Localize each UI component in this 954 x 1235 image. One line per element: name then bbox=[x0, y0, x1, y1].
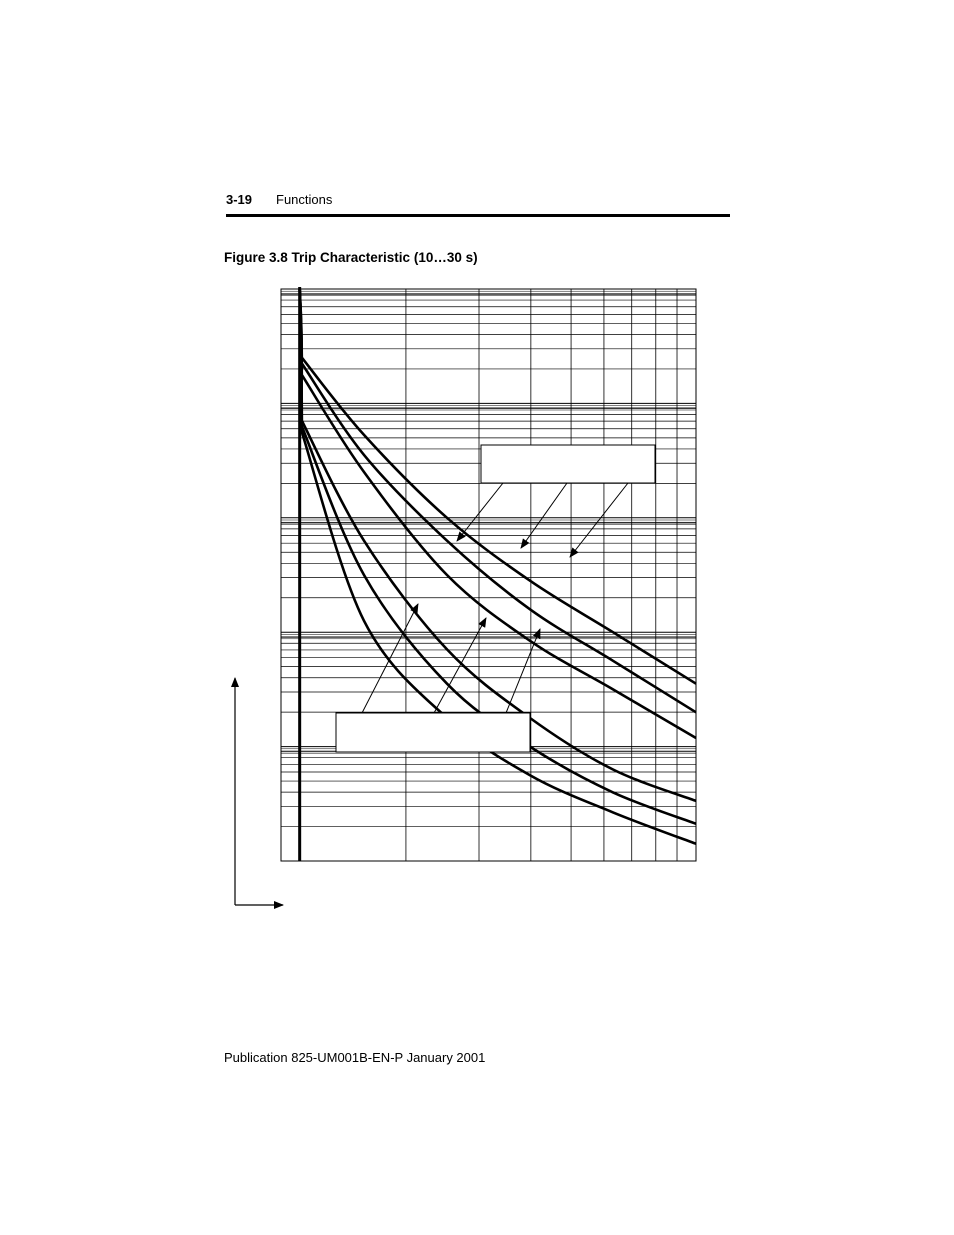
figure-caption: Figure 3.8 Trip Characteristic (10…30 s) bbox=[224, 250, 478, 265]
plot-frame bbox=[280, 288, 697, 862]
trip-curve-2 bbox=[298, 288, 697, 826]
chart-curves bbox=[298, 288, 697, 846]
callout-box-2 bbox=[335, 712, 531, 753]
callout-arrow bbox=[361, 603, 419, 714]
callout-arrow bbox=[456, 482, 504, 542]
page-number: 3-19 bbox=[226, 192, 253, 207]
trip-curve-3 bbox=[298, 288, 697, 803]
callout-arrow bbox=[433, 617, 487, 714]
trip-curve-5 bbox=[298, 288, 697, 714]
trip-curve-1 bbox=[298, 288, 697, 846]
publication-footer: Publication 825-UM001B-EN-P January 2001 bbox=[224, 1050, 486, 1065]
chart-grid bbox=[280, 287, 697, 862]
header-rule bbox=[226, 214, 730, 217]
callout-arrow bbox=[569, 482, 629, 558]
callout-box-1 bbox=[480, 444, 656, 484]
chart-axes bbox=[231, 677, 284, 909]
callout-arrow bbox=[520, 482, 568, 549]
callout-arrow bbox=[505, 628, 541, 714]
trip-curve-6 bbox=[298, 288, 697, 685]
section-title: Functions bbox=[276, 192, 333, 207]
trip-curve-4 bbox=[298, 288, 697, 740]
chart-callouts bbox=[335, 444, 656, 753]
